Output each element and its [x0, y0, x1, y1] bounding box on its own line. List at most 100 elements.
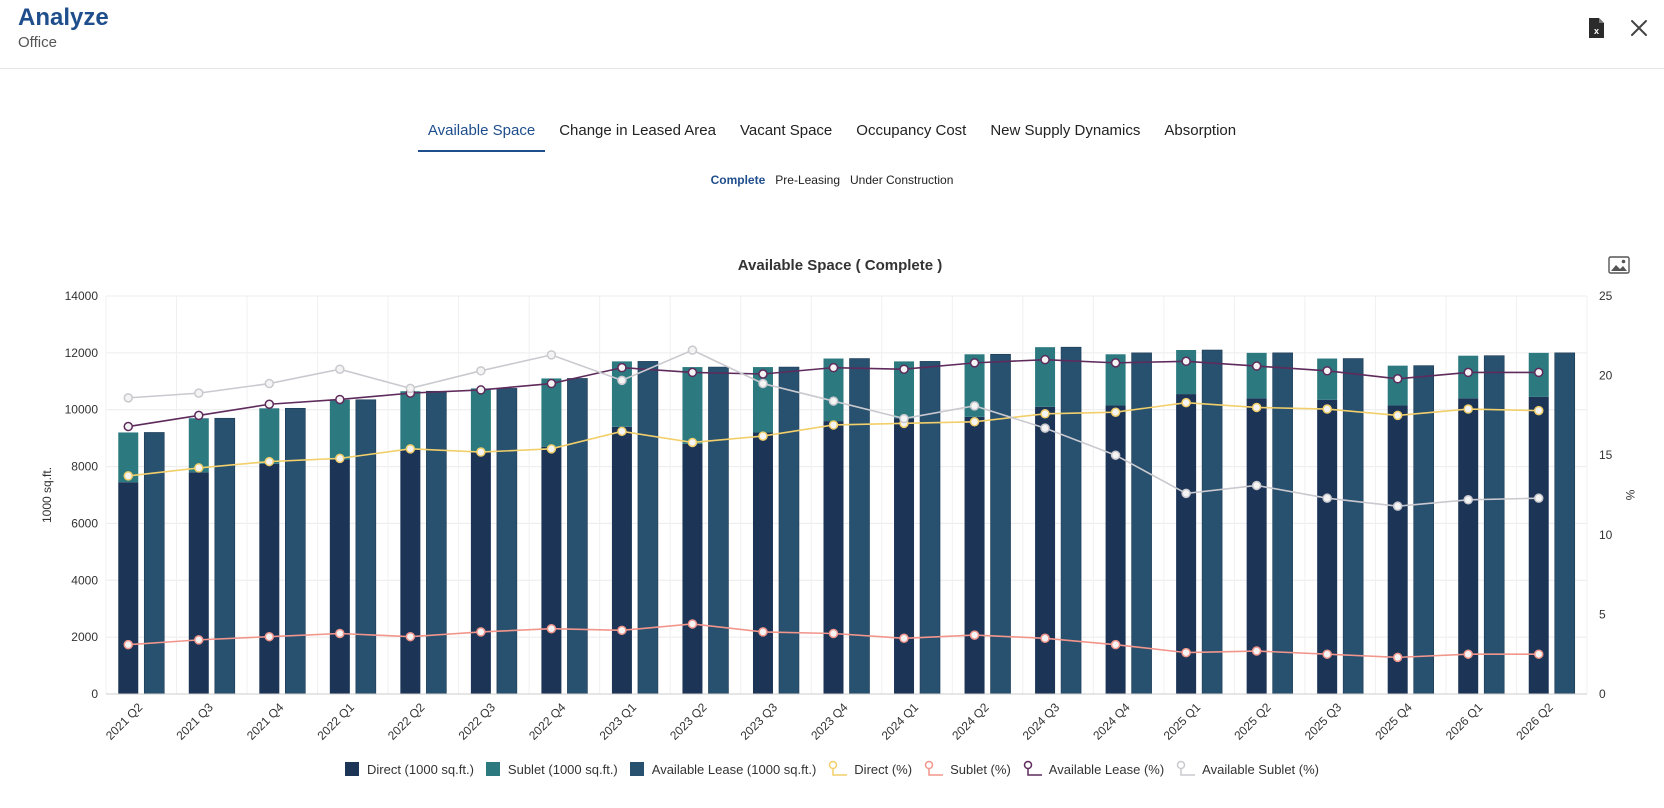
tab-vacant-space[interactable]: Vacant Space [739, 122, 833, 139]
legend-item[interactable]: Direct (%) [828, 760, 912, 778]
point-available-sublet-pct [123, 393, 134, 403]
x-tick-label: 2025 Q4 [1372, 700, 1415, 743]
point-direct-pct [123, 471, 134, 481]
legend-label: Direct (1000 sq.ft.) [366, 761, 474, 777]
legend-item[interactable]: Direct (1000 sq.ft.) [344, 761, 474, 777]
subtab-pre-leasing[interactable]: Pre-Leasing [775, 173, 840, 187]
y-tick-label: 6000 [71, 516, 98, 530]
point-available-lease-pct [1251, 361, 1262, 371]
point-sublet-pct [264, 631, 275, 642]
bar-direct [1035, 406, 1056, 694]
point-sublet-pct [687, 619, 698, 629]
point-available-lease-pct [758, 369, 768, 379]
point-sublet-pct [758, 627, 768, 637]
bar-sublet [1317, 358, 1338, 400]
bar-available-lease [708, 366, 729, 695]
bar-sublet [1387, 365, 1408, 406]
legend-item[interactable]: Available Lease (%) [1023, 760, 1164, 778]
bar-direct [1458, 398, 1479, 694]
point-available-sublet-pct [1392, 501, 1403, 511]
legend-item[interactable]: Sublet (%) [924, 760, 1011, 778]
bar-sublet [1105, 354, 1126, 406]
subtab-complete[interactable]: Complete [710, 173, 766, 187]
legend-swatch [485, 762, 500, 776]
bar-sublet [541, 378, 562, 447]
point-available-sublet-pct [1181, 488, 1191, 499]
point-available-sublet-pct [1322, 493, 1332, 503]
legend-swatch [629, 762, 644, 776]
point-available-lease-pct [1463, 367, 1473, 378]
x-tick-label: 2021 Q3 [173, 700, 216, 743]
point-direct-pct [194, 463, 204, 473]
point-available-lease-pct [1181, 356, 1191, 367]
image-export-icon[interactable] [1608, 256, 1630, 274]
bar-sublet [964, 354, 985, 417]
bar-direct [188, 472, 209, 694]
tab-occupancy-cost[interactable]: Occupancy Cost [856, 122, 967, 139]
point-available-sublet-pct [1533, 493, 1544, 503]
point-direct-pct [1392, 410, 1403, 421]
point-sublet-pct [617, 625, 627, 636]
point-direct-pct [405, 444, 416, 454]
bar-direct [611, 426, 632, 694]
point-sublet-pct [546, 623, 557, 634]
page-title: Analyze [18, 4, 109, 31]
point-sublet-pct [1110, 639, 1121, 650]
close-icon[interactable] [1628, 17, 1650, 39]
bar-direct [964, 416, 985, 694]
bar-available-lease [1554, 352, 1576, 695]
header: Analyze Office x [0, 0, 1664, 69]
x-tick-label: 2022 Q3 [456, 700, 499, 743]
legend-item[interactable]: Available Lease (1000 sq.ft.) [629, 762, 816, 777]
point-available-sublet-pct [899, 413, 909, 424]
chart-legend: Direct (1000 sq.ft.) Sublet (1000 sq.ft.)… [0, 760, 1664, 778]
point-available-sublet-pct [476, 366, 486, 376]
point-available-sublet-pct [1040, 423, 1050, 433]
tab-change-in-leased-area[interactable]: Change in Leased Area [559, 122, 716, 139]
bar-available-lease [426, 390, 447, 695]
point-available-lease-pct [1392, 374, 1403, 384]
page-subtitle: Office [18, 34, 57, 51]
bar-sublet [400, 391, 421, 450]
y-tick-label: 4000 [71, 573, 98, 587]
x-tick-label: 2025 Q1 [1161, 700, 1204, 743]
bar-available-lease [1272, 352, 1293, 695]
bar-sublet [188, 418, 209, 473]
subtab-under-construction[interactable]: Under Construction [850, 173, 954, 187]
point-available-sublet-pct [264, 378, 275, 389]
point-direct-pct [264, 456, 275, 467]
bar-direct [259, 463, 280, 694]
point-available-sublet-pct [687, 345, 698, 355]
x-tick-label: 2025 Q3 [1302, 700, 1345, 743]
legend-label: Sublet (%) [950, 761, 1011, 777]
tab-new-supply-dynamics[interactable]: New Supply Dynamics [990, 122, 1141, 139]
point-sublet-pct [1463, 649, 1473, 659]
x-tick-label: 2023 Q1 [597, 700, 640, 743]
legend-line-marker-icon [924, 760, 944, 776]
legend-item[interactable]: Sublet (1000 sq.ft.) [485, 762, 618, 777]
point-direct-pct [335, 453, 345, 464]
point-direct-pct [1322, 404, 1332, 414]
tab-available-space[interactable]: Available Space [417, 118, 546, 152]
point-direct-pct [476, 447, 486, 457]
point-available-lease-pct [546, 378, 557, 389]
x-tick-label: 2024 Q4 [1090, 700, 1133, 743]
point-direct-pct [1463, 404, 1473, 414]
bar-direct [1176, 394, 1197, 694]
point-sublet-pct [1181, 647, 1191, 658]
point-sublet-pct [1040, 633, 1050, 644]
tab-absorption[interactable]: Absorption [1164, 122, 1237, 139]
bar-sublet [1035, 347, 1056, 407]
excel-file-icon[interactable]: x [1586, 17, 1606, 39]
bar-sublet [118, 432, 139, 483]
legend-item[interactable]: Available Sublet (%) [1176, 760, 1319, 778]
y-tick-label: 2000 [71, 630, 98, 644]
bar-direct [541, 446, 562, 694]
point-direct-pct [758, 431, 768, 441]
subtab-bar: Complete Pre-Leasing Under Construction [0, 173, 1664, 187]
bar-direct [752, 432, 773, 694]
point-available-lease-pct [1040, 354, 1050, 365]
y2-tick-label: 25 [1599, 289, 1613, 303]
y-tick-label: 12000 [65, 346, 99, 360]
point-direct-pct [1110, 407, 1121, 417]
